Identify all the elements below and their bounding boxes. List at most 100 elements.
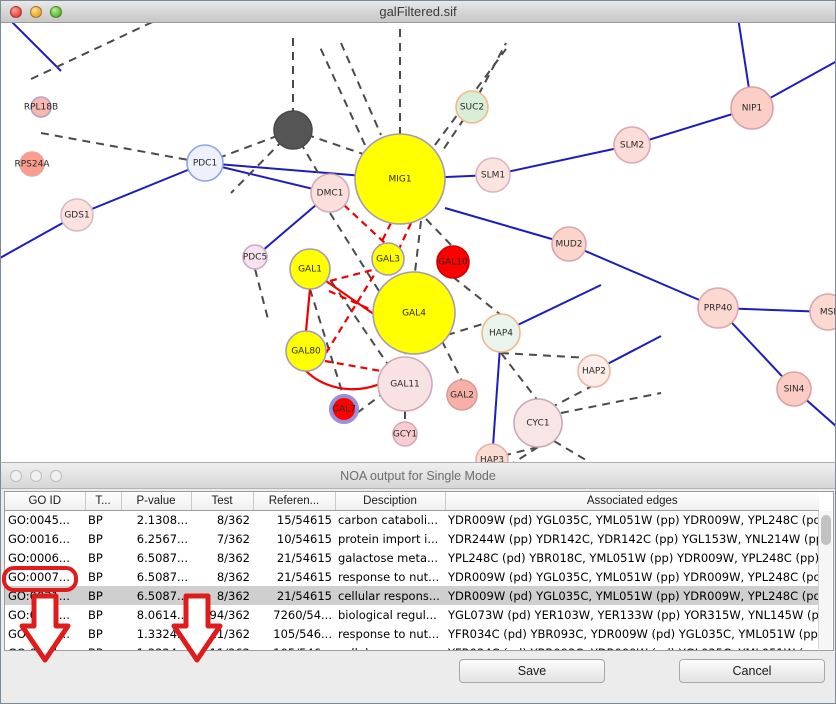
cell-description: galactose meta... bbox=[338, 550, 438, 565]
network-node-hap2[interactable]: HAP2 bbox=[577, 354, 611, 388]
table-row[interactable]: GO:0031... BP 1.3324... 11/362 105/546... res… bbox=[5, 624, 819, 643]
network-node-label: GAL1 bbox=[298, 265, 322, 275]
cell-test: 11/362 bbox=[209, 626, 250, 641]
network-node-label: GAL3 bbox=[376, 255, 400, 265]
cell-test: 8/362 bbox=[216, 569, 250, 584]
column-header-description[interactable]: Desciption bbox=[335, 492, 446, 511]
cell-description: protein import i... bbox=[338, 531, 439, 546]
highlight-edges-dashed bbox=[324, 204, 412, 373]
results-table-container[interactable]: GO ID T... P-value Test Referen... Desci… bbox=[4, 491, 834, 651]
column-header-test[interactable]: Test bbox=[191, 492, 254, 511]
network-node-label: CYC1 bbox=[526, 419, 549, 429]
cell-go-id: GO:0031... bbox=[5, 586, 85, 605]
network-node-dmc1[interactable]: DMC1 bbox=[310, 173, 350, 213]
cell-description: response to nut... bbox=[338, 569, 440, 584]
network-graph[interactable]: RPL18B RPS24A GDS1 PDC1 PDC5 DMC1 SUC2 MIG1 SLM1… bbox=[1, 23, 835, 462]
minimize-button[interactable] bbox=[30, 5, 42, 18]
network-node-unlabeled[interactable] bbox=[273, 110, 313, 150]
network-node-hap3[interactable]: HAP3 bbox=[475, 443, 509, 462]
cell-reference: 105/546... bbox=[253, 643, 335, 651]
noa-zoom-button[interactable] bbox=[50, 469, 62, 482]
network-node-label: MUD2 bbox=[555, 240, 582, 250]
results-table[interactable]: GO ID T... P-value Test Referen... Desci… bbox=[5, 492, 819, 651]
network-node-label: SUC2 bbox=[460, 103, 484, 113]
network-node-gds1[interactable]: GDS1 bbox=[60, 198, 94, 232]
network-node-label: GDS1 bbox=[64, 211, 89, 221]
network-node-suc2[interactable]: SUC2 bbox=[455, 90, 489, 124]
network-node-slm2[interactable]: SLM2 bbox=[613, 126, 651, 164]
network-node-nip1[interactable]: NIP1 bbox=[730, 86, 774, 130]
network-node-label: GAL10 bbox=[438, 258, 468, 268]
network-node-hap4[interactable]: HAP4 bbox=[481, 313, 521, 353]
cell-reference: 15/54615 bbox=[276, 512, 332, 527]
table-row[interactable]: GO:0065... BP 8.0614... 94/362 7260/54... bio… bbox=[5, 605, 819, 624]
network-node-gal4[interactable]: GAL4 bbox=[372, 271, 456, 355]
network-node-pdc1[interactable]: PDC1 bbox=[186, 144, 224, 182]
cell-associated-edges: YDR009W (pd) YGL035C, YML051W (pp) YDR00… bbox=[448, 512, 819, 527]
cell-type: BP bbox=[88, 550, 103, 565]
cell-associated-edges: YGL073W (pd) YER103W, YER133W (pp) YOR31… bbox=[448, 607, 819, 622]
table-row[interactable]: GO:0031... BP 6.5087... 8/362 21/54615 cellul… bbox=[5, 586, 819, 605]
table-row[interactable]: GO:0031...BP1.3324...11/362105/546...cel… bbox=[5, 643, 819, 651]
network-node-mig1[interactable]: MIG1 bbox=[354, 133, 446, 225]
cell-type: BP bbox=[88, 626, 103, 641]
network-node-msi[interactable]: MSI bbox=[809, 293, 835, 331]
column-header-type[interactable]: T... bbox=[85, 492, 122, 511]
nodes-layer[interactable]: RPL18B RPS24A GDS1 PDC1 PDC5 DMC1 SUC2 MIG1 SLM1… bbox=[14, 86, 835, 462]
network-node-label: MIG1 bbox=[388, 175, 411, 185]
table-row[interactable]: GO:0006... BP 6.5087... 8/362 21/54615 galact… bbox=[5, 548, 819, 567]
cell-p-value: 2.1308... bbox=[136, 512, 188, 527]
noa-output-window: NOA output for Single Mode GO ID T... P-… bbox=[0, 462, 836, 704]
table-row[interactable]: GO:0045... BP 2.1308... 8/362 15/54615 carbon… bbox=[5, 510, 819, 529]
cell-go-id: GO:0045... bbox=[8, 512, 70, 527]
cell-description: carbon cataboli... bbox=[338, 512, 438, 527]
network-node-gal11[interactable]: GAL11 bbox=[377, 356, 433, 412]
column-header-reference[interactable]: Referen... bbox=[253, 492, 336, 511]
table-vertical-scrollbar[interactable] bbox=[818, 511, 832, 649]
cell-associated-edges: YDR009W (pd) YGL035C, YML051W (pp) YDR00… bbox=[445, 586, 819, 605]
network-node-rpl18b[interactable]: RPL18B bbox=[24, 96, 58, 118]
network-node-cyc1[interactable]: CYC1 bbox=[513, 398, 563, 448]
noa-window-title: NOA output for Single Mode bbox=[340, 468, 496, 483]
column-header-associated-edges[interactable]: Associated edges bbox=[445, 492, 819, 511]
network-node-gal80[interactable]: GAL80 bbox=[285, 330, 327, 372]
cell-go-id: GO:0065... bbox=[8, 607, 70, 622]
network-node-prp40[interactable]: PRP40 bbox=[697, 287, 739, 329]
network-node-slm1[interactable]: SLM1 bbox=[475, 157, 511, 193]
network-node-gal3[interactable]: GAL3 bbox=[371, 242, 405, 276]
cell-associated-edges: YFR034C (pd) YBR093C, YDR009W (pd) YGL03… bbox=[445, 643, 819, 651]
noa-minimize-button[interactable] bbox=[30, 469, 42, 482]
cell-p-value: 8.0614... bbox=[136, 607, 188, 622]
cell-description: cellular respons... bbox=[335, 586, 445, 605]
network-node-label: MSI bbox=[820, 308, 835, 318]
table-row[interactable]: GO:0016... BP 6.2567... 7/362 10/54615 protei… bbox=[5, 529, 819, 548]
network-node-label: RPL18B bbox=[24, 103, 58, 113]
table-body[interactable]: GO:0045... BP 2.1308... 8/362 15/54615 carbon… bbox=[5, 510, 819, 651]
table-scrollbar-thumb[interactable] bbox=[821, 515, 831, 545]
network-node-label: DMC1 bbox=[317, 189, 344, 199]
network-canvas[interactable]: RPL18B RPS24A GDS1 PDC1 PDC5 DMC1 SUC2 MIG1 SLM1… bbox=[1, 23, 835, 462]
network-node-label: HAP2 bbox=[582, 367, 606, 377]
table-header-row: GO ID T... P-value Test Referen... Desci… bbox=[5, 492, 819, 511]
close-button[interactable] bbox=[10, 5, 22, 18]
network-node-sin4[interactable]: SIN4 bbox=[776, 371, 812, 407]
network-node-pdc5[interactable]: PDC5 bbox=[242, 244, 268, 270]
network-node-mud2[interactable]: MUD2 bbox=[551, 226, 587, 262]
cell-reference: 21/54615 bbox=[276, 550, 332, 565]
network-node-gal7[interactable]: GAL7 bbox=[329, 394, 359, 424]
network-node-gal1[interactable]: GAL1 bbox=[289, 248, 331, 290]
network-node-gcy1[interactable]: GCY1 bbox=[392, 421, 418, 447]
network-node-rps24a[interactable]: RPS24A bbox=[14, 151, 50, 177]
cell-test: 11/362 bbox=[191, 643, 253, 651]
table-row[interactable]: GO:0007... BP 6.5087... 8/362 21/54615 respon… bbox=[5, 567, 819, 586]
network-node-gal2[interactable]: GAL2 bbox=[446, 379, 478, 411]
zoom-button[interactable] bbox=[50, 5, 62, 18]
cancel-button[interactable]: Cancel bbox=[679, 659, 825, 683]
column-header-p-value[interactable]: P-value bbox=[121, 492, 192, 511]
save-button[interactable]: Save bbox=[459, 659, 605, 683]
noa-close-button[interactable] bbox=[10, 469, 22, 482]
column-header-go-id[interactable]: GO ID bbox=[5, 492, 86, 511]
cell-type: BP bbox=[88, 531, 103, 546]
cell-p-value: 6.5087... bbox=[121, 586, 191, 605]
network-node-gal10[interactable]: GAL10 bbox=[436, 245, 470, 279]
